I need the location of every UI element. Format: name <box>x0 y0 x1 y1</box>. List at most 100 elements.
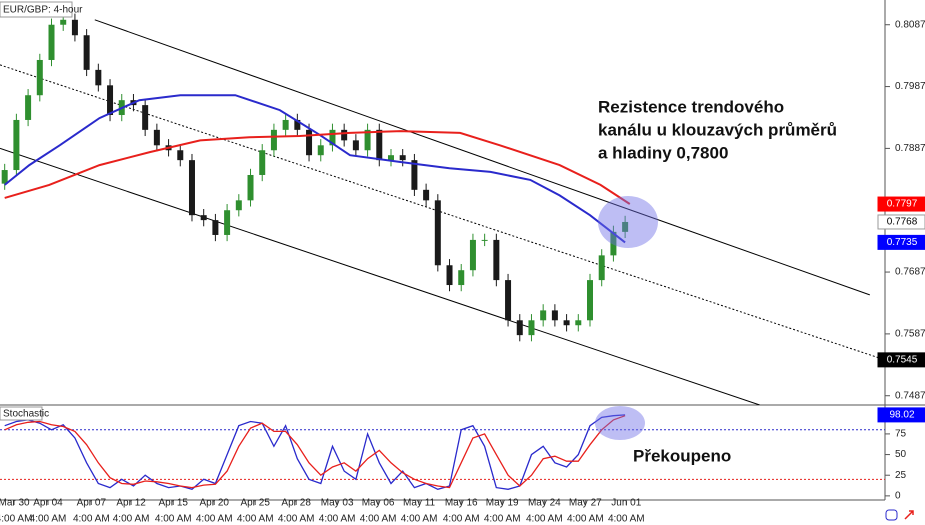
indicator-panel <box>0 414 885 491</box>
price-label: 0.7768 <box>887 217 918 228</box>
stochastic-line <box>4 414 626 491</box>
candle-body <box>364 129 371 151</box>
candle-body <box>458 270 465 286</box>
candle-body <box>505 280 512 321</box>
x-time-label: 4:00 AM <box>0 514 32 525</box>
candle-body <box>13 119 20 171</box>
candle-body <box>282 119 289 130</box>
candle-body <box>36 59 43 96</box>
highlight-circle <box>595 406 645 440</box>
x-time-label: 4:00 AM <box>443 514 480 525</box>
x-tick-label: May 03 <box>321 498 354 509</box>
candle-body <box>329 129 336 146</box>
x-time-label: 4:00 AM <box>401 514 438 525</box>
price-label-box <box>877 214 925 230</box>
x-time-label: 4:00 AM <box>73 514 110 525</box>
x-time-label: 4:00 AM <box>196 514 233 525</box>
x-time-label: 4:00 AM <box>526 514 563 525</box>
candle-body <box>352 140 359 151</box>
price-label: 98.02 <box>889 410 914 421</box>
annotation: Překoupeno <box>633 446 731 465</box>
stochastic-line <box>4 415 626 489</box>
candle-body <box>387 155 394 161</box>
candle-body <box>1 170 8 184</box>
x-tick-label: Jun 01 <box>611 498 641 509</box>
candle-body <box>71 19 78 36</box>
candle-body <box>469 239 476 271</box>
plot-layer: 0.8087 0.7987 0.7887 0.7687 0.7587 0.7487 0.77… <box>0 9 925 525</box>
candle-body <box>622 221 629 232</box>
price-label-box <box>877 352 925 368</box>
y-tick-label: 0.7487 <box>895 390 925 401</box>
y-tick-label: 75 <box>895 429 907 440</box>
x-tick-label: May 06 <box>362 498 395 509</box>
candle-body <box>142 105 149 130</box>
candle-body <box>411 160 418 190</box>
x-tick-label: May 16 <box>445 498 478 509</box>
channel-line <box>94 19 870 296</box>
x-tick-label: May 19 <box>486 498 519 509</box>
y-tick-label: 0.7587 <box>895 329 925 340</box>
x-time-label: 4:00 AM <box>360 514 397 525</box>
candle-body <box>493 239 500 281</box>
icon[interactable] <box>885 509 898 521</box>
x-time-label: 4:00 AM <box>484 514 521 525</box>
y-tick-label: 50 <box>895 449 907 460</box>
y-tick-label: 0.7987 <box>895 81 925 92</box>
title-box <box>0 1 73 18</box>
candle-body <box>481 239 488 241</box>
candle-body <box>177 150 184 161</box>
candle-body <box>563 320 570 326</box>
candle-body <box>25 95 32 120</box>
x-tick-label: May 24 <box>528 498 561 509</box>
candle-body <box>341 129 348 141</box>
indicator-title: Stochastic <box>3 409 49 420</box>
candle-body <box>317 145 324 156</box>
x-time-label: 4:00 AM <box>319 514 356 525</box>
x-tick-label: Apr 28 <box>281 498 311 509</box>
y-tick-label: 25 <box>895 470 907 481</box>
x-time-label: 4:00 AM <box>237 514 274 525</box>
price-label: 0.7797 <box>887 199 918 210</box>
candle-body <box>446 265 453 286</box>
candle-body <box>528 320 535 336</box>
candle-body <box>575 320 582 326</box>
price-label-box <box>877 196 925 212</box>
candle-body <box>551 310 558 321</box>
x-tick-label: Apr 25 <box>240 498 270 509</box>
annotation: Rezistence trendového <box>598 97 784 116</box>
candle-body <box>247 174 254 201</box>
x-tick-label: Mar 30 <box>0 498 30 509</box>
candle-body <box>294 119 301 130</box>
x-tick-label: Apr 15 <box>159 498 189 509</box>
y-tick-label: 0.7887 <box>895 143 925 154</box>
candle-body <box>587 280 593 321</box>
candle-body <box>235 200 242 211</box>
x-tick-label: May 27 <box>569 498 602 509</box>
x-tick-label: May 11 <box>403 498 435 509</box>
candle-body <box>259 150 266 175</box>
price-panel <box>0 9 885 405</box>
candle-body <box>270 129 277 151</box>
y-tick-label: 0 <box>895 491 901 502</box>
candle-body <box>516 320 523 336</box>
x-tick-label: Apr 04 <box>33 498 63 509</box>
x-time-label: 4:00 AM <box>278 514 315 525</box>
x-time-label: 4:00 AM <box>608 514 645 525</box>
candle-body <box>212 220 219 235</box>
icon[interactable] <box>904 510 914 520</box>
title-box <box>0 406 43 421</box>
candle-body <box>423 189 430 201</box>
x-time-label: 4:00 AM <box>30 514 67 525</box>
y-tick-label: 0.7687 <box>895 267 925 278</box>
x-time-label: 4:00 AM <box>113 514 150 525</box>
candle-body <box>60 19 67 25</box>
candle-body <box>540 310 547 321</box>
candle-body <box>107 85 114 116</box>
x-tick-label: Apr 07 <box>77 498 107 509</box>
price-label-box <box>877 407 925 423</box>
annotation: a hladiny 0,7800 <box>598 143 728 162</box>
candle-body <box>83 35 90 70</box>
